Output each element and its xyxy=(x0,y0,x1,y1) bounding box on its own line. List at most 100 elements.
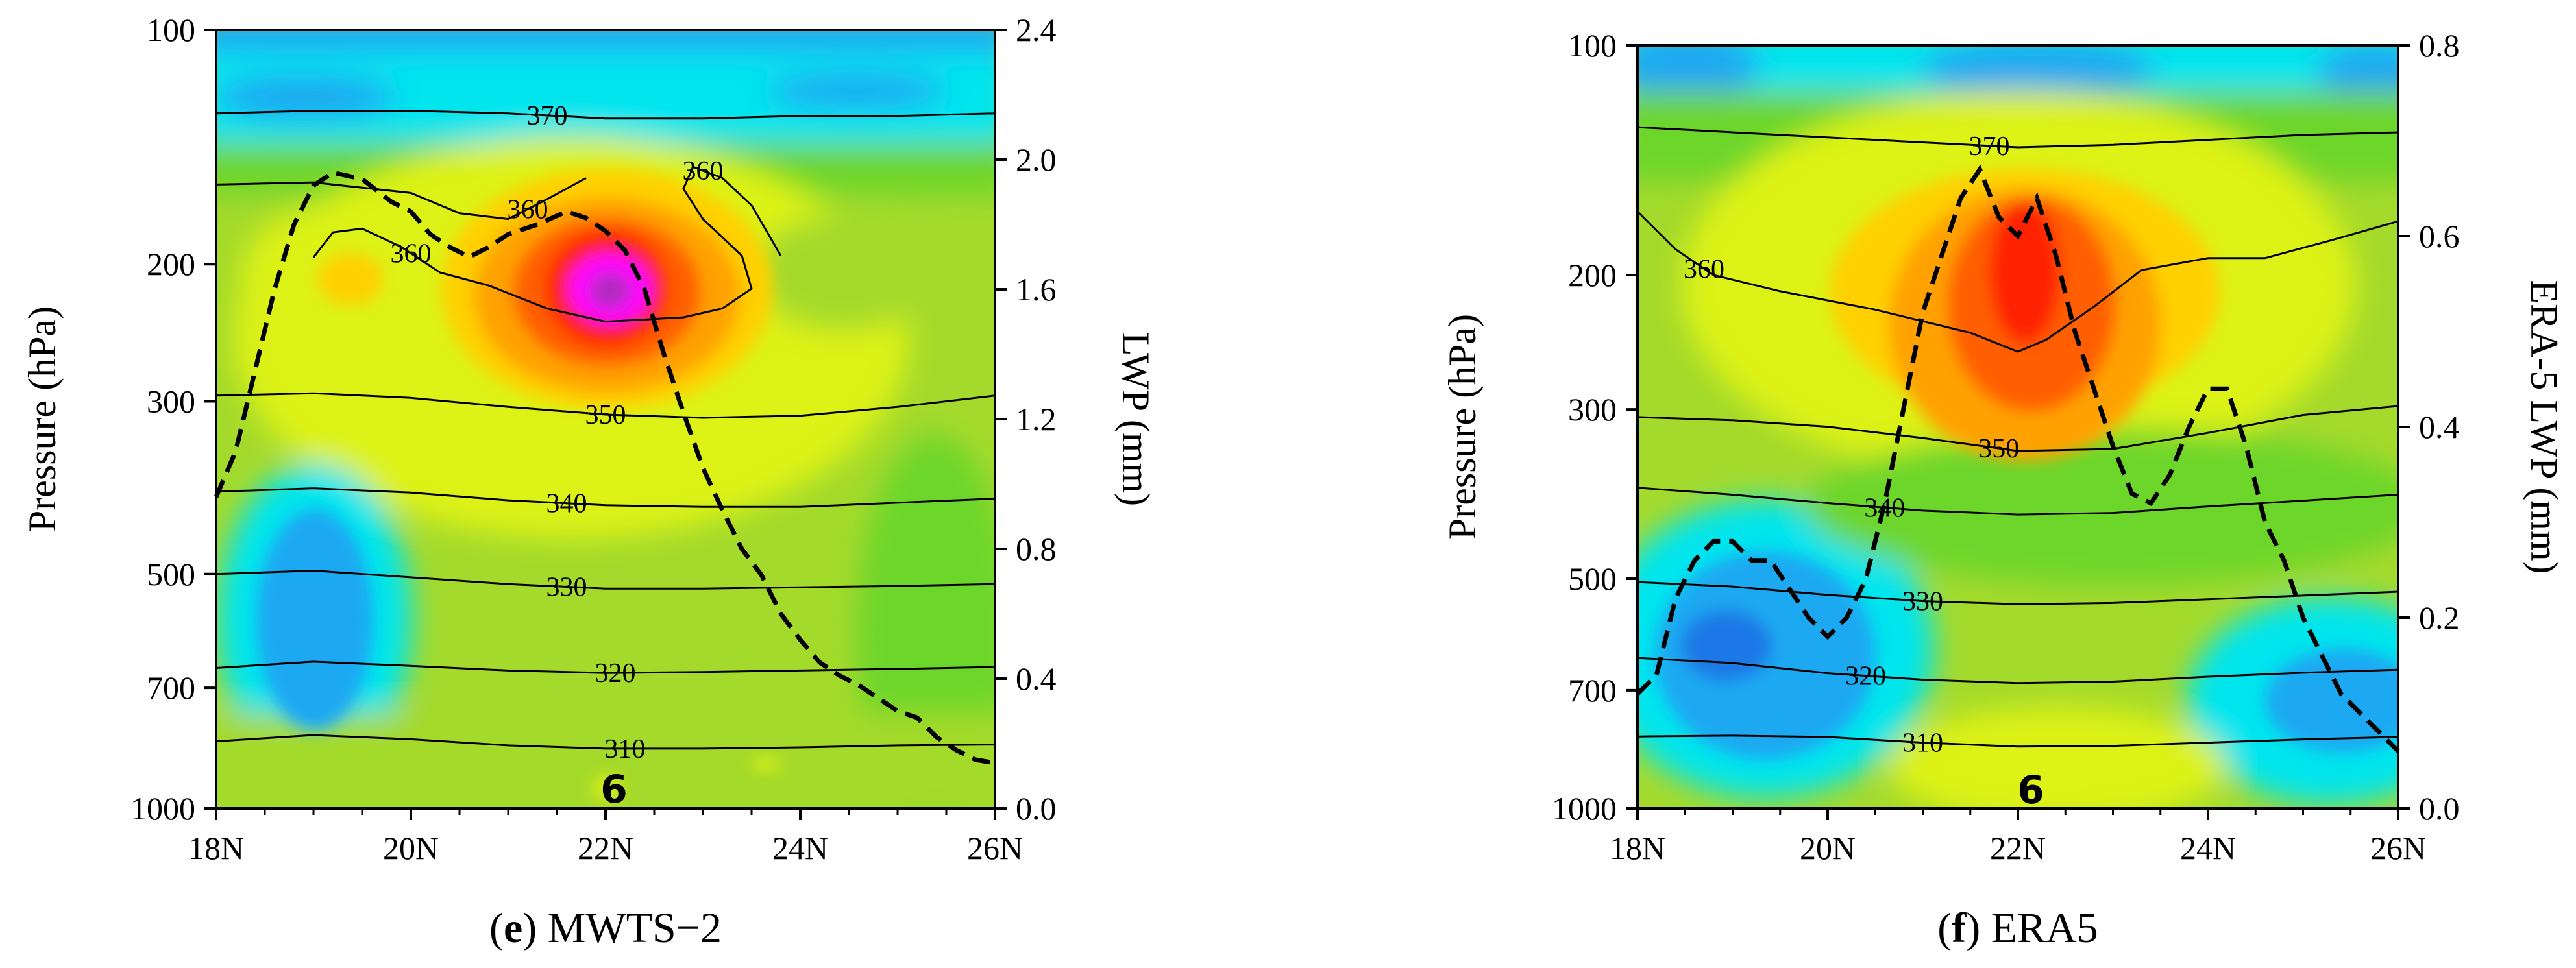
panel-e-contour-labels: 310 320 330 340 350 370 360 360 360 xyxy=(391,101,724,764)
contour-line-340 xyxy=(216,487,995,508)
contour-label-text: 360 xyxy=(683,156,724,186)
contour-label-350: 350 xyxy=(1978,434,2019,464)
contour-label-350: 350 xyxy=(585,400,626,430)
panel-e-caption: (e) MWTS−2 xyxy=(489,904,722,952)
y-left-tick-label: 500 xyxy=(1568,561,1617,597)
contour-label-text: 310 xyxy=(1902,729,1943,758)
panel-f-axes: 18N 20N 22N 24N 26N 100 200 300 500 700 1000 0.0 0.2… xyxy=(1552,27,2460,866)
contour-label-370: 370 xyxy=(1969,132,2010,162)
contour-label-340: 340 xyxy=(546,489,587,519)
panel-e-axes: 18N 20N 22N 24N 26N 100 200 300 500 700 1000 0.0 0.4… xyxy=(130,12,1057,866)
panel-f-ylabel-left: Pressure (hPa) xyxy=(1441,314,1484,540)
contour-label-text: 320 xyxy=(1845,662,1886,692)
y-left-tick-label: 300 xyxy=(147,383,195,420)
x-tick-label: 24N xyxy=(2180,830,2236,866)
contour-line-360 xyxy=(312,166,753,323)
contour-label-310: 310 xyxy=(1902,729,1943,758)
y-right-tick-label: 1.6 xyxy=(1016,271,1057,308)
panel-f-contours xyxy=(1638,126,2398,748)
contour-line-310 xyxy=(1638,734,2398,748)
panel-e-ylabel-right: LWP (mm) xyxy=(1114,332,1157,506)
contour-label-text: 320 xyxy=(595,659,636,688)
contour-label-text: 350 xyxy=(585,400,626,430)
panel-f-ylabel-right: ERA-5 LWP (mm) xyxy=(2523,280,2566,574)
contour-label-370: 370 xyxy=(527,101,568,131)
x-tick-label: 18N xyxy=(188,830,244,866)
contour-label-text: 370 xyxy=(1969,132,2010,162)
panel-e-caption-text: MWTS−2 xyxy=(548,904,722,952)
panel-f-caption-text: ERA5 xyxy=(1991,904,2098,952)
y-right-tick-label: 0.8 xyxy=(2419,27,2460,64)
y-right-tick-label: 0.4 xyxy=(2419,409,2460,445)
contour-label-text: 330 xyxy=(546,572,587,602)
y-left-tick-label: 200 xyxy=(147,246,195,282)
y-right-tick-label: 1.2 xyxy=(1016,401,1057,437)
contour-label-text: 370 xyxy=(527,101,568,131)
x-tick-label: 20N xyxy=(383,830,439,866)
y-left-tick-label: 100 xyxy=(1568,27,1617,64)
x-tick-label: 22N xyxy=(1990,830,2046,866)
contour-label-text: 330 xyxy=(1902,587,1943,617)
y-left-tick-label: 1000 xyxy=(1552,790,1617,827)
x-tick-label: 22N xyxy=(578,830,633,866)
contour-line-320 xyxy=(1638,657,2398,684)
panel-f-caption: (f) ERA5 xyxy=(1937,904,2098,952)
contour-label-text: 350 xyxy=(1978,434,2019,464)
y-left-tick-label: 300 xyxy=(1568,391,1617,428)
y-right-tick-label: 2.0 xyxy=(1016,141,1057,178)
contour-label-360: 360 xyxy=(683,156,724,186)
x-tick-label: 18N xyxy=(1610,830,1665,866)
y-right-tick-label: 0.6 xyxy=(2419,218,2460,254)
panel-f-marker: 6 xyxy=(2017,768,2044,813)
contour-label-310: 310 xyxy=(605,734,646,764)
contour-label-320: 320 xyxy=(1845,662,1886,692)
y-right-tick-label: 0.2 xyxy=(2419,599,2460,636)
panel-e-caption-letter: e xyxy=(504,904,522,952)
y-left-tick-label: 700 xyxy=(147,670,195,706)
panel-e-ylabel-left: Pressure (hPa) xyxy=(21,306,64,532)
contour-line-370 xyxy=(216,110,995,120)
contour-line-340 xyxy=(1638,487,2398,516)
contour-label-text: 360 xyxy=(508,195,548,225)
panel-f-shading xyxy=(1638,45,2398,808)
x-tick-label: 20N xyxy=(1800,830,1856,866)
y-right-tick-label: 0.0 xyxy=(1016,790,1057,827)
y-left-tick-label: 500 xyxy=(147,556,195,592)
panel-e-contours xyxy=(216,110,995,750)
contour-line-360 xyxy=(693,165,782,256)
x-tick-label: 26N xyxy=(2370,830,2426,866)
contour-label-330: 330 xyxy=(546,572,587,602)
contour-label-text: 310 xyxy=(605,734,646,764)
panel-e: 310 320 330 340 350 370 360 360 360 18N 20N 22N 24N… xyxy=(21,12,1157,952)
contour-line-320 xyxy=(216,660,995,674)
y-left-tick-label: 100 xyxy=(147,12,195,48)
panel-f-caption-letter: f xyxy=(1952,904,1967,952)
contour-label-text: 360 xyxy=(1684,254,1724,284)
y-left-tick-label: 1000 xyxy=(130,790,195,827)
contour-label-360: 360 xyxy=(508,195,548,225)
y-right-tick-label: 0.4 xyxy=(1016,660,1057,697)
contour-line-350 xyxy=(216,392,995,419)
y-right-tick-label: 0.8 xyxy=(1016,531,1057,567)
contour-label-text: 340 xyxy=(546,489,587,519)
contour-line-330 xyxy=(216,569,995,590)
contour-line-360 xyxy=(216,177,587,221)
panel-f-lwp-curve xyxy=(1636,164,2400,753)
contour-line-330 xyxy=(1638,581,2398,605)
panel-e-lwp-curve xyxy=(214,170,996,766)
panel-e-marker: 6 xyxy=(600,767,628,812)
contour-line-370 xyxy=(1638,126,2398,149)
x-tick-label: 24N xyxy=(772,830,828,866)
y-left-tick-label: 200 xyxy=(1568,257,1617,293)
contour-label-330: 330 xyxy=(1902,587,1943,617)
contour-label-360: 360 xyxy=(391,239,432,269)
y-right-tick-label: 0.0 xyxy=(2419,790,2460,827)
contour-line-310 xyxy=(216,734,995,750)
contour-line-360 xyxy=(1638,210,2398,353)
x-tick-label: 26N xyxy=(967,830,1023,866)
contour-line-350 xyxy=(1638,405,2398,452)
y-right-tick-label: 2.4 xyxy=(1016,12,1057,48)
